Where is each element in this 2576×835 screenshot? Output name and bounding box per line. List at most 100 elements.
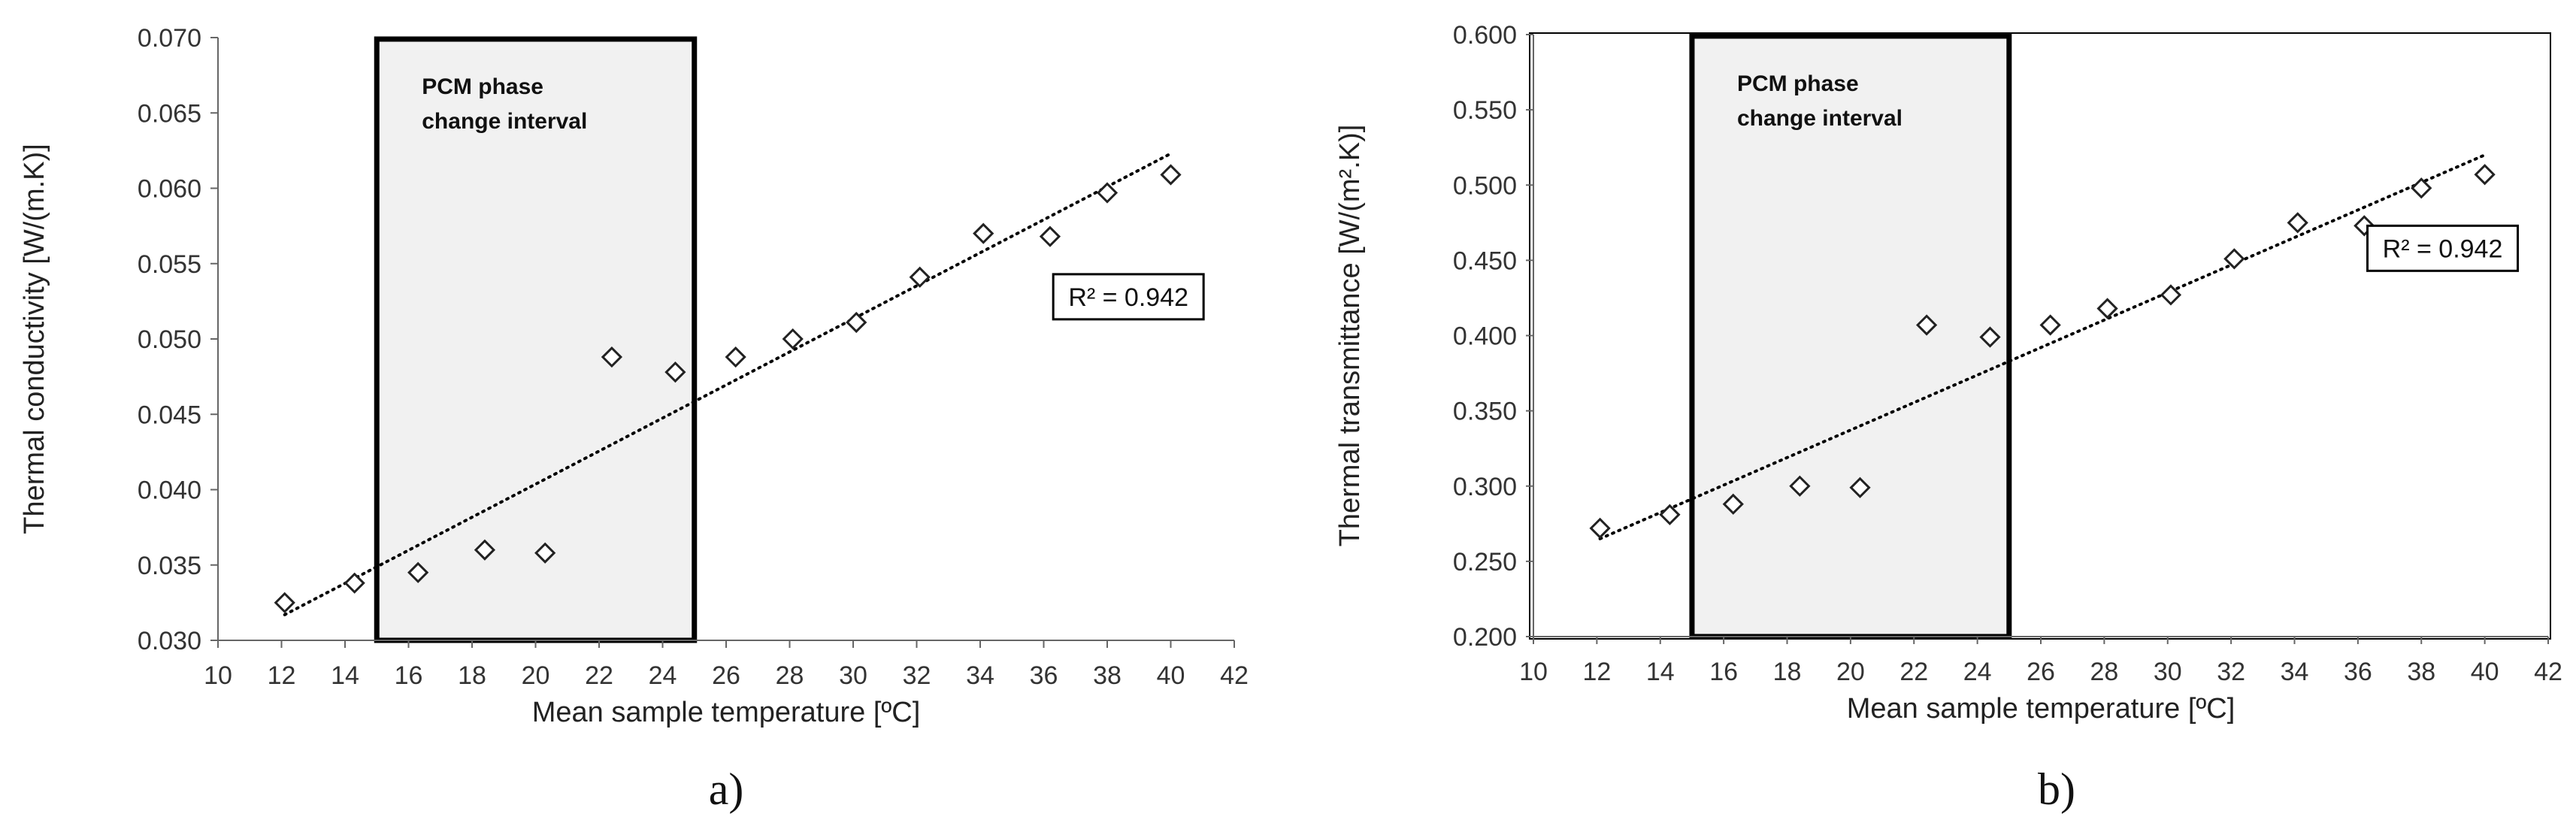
y-tick-label: 0.060 (138, 175, 201, 204)
x-tick-label: 36 (1030, 661, 1058, 690)
x-tick-label: 42 (1220, 661, 1249, 690)
x-tick-label: 20 (1836, 658, 1865, 686)
x-axis-title: Mean sample temperature [ºC] (1847, 693, 2235, 725)
y-tick-label: 0.450 (1453, 247, 1517, 275)
y-tick-label: 0.070 (138, 24, 201, 53)
x-tick-label: 18 (458, 661, 486, 690)
x-tick-label: 30 (839, 661, 867, 690)
x-tick-label: 38 (1093, 661, 1122, 690)
data-point (2474, 164, 2496, 186)
x-tick-label: 34 (966, 661, 994, 690)
x-tick-label: 36 (2344, 658, 2372, 686)
linear-trendline (283, 152, 1173, 616)
data-point (474, 539, 496, 561)
x-tick-label: 20 (522, 661, 550, 690)
y-tick-label: 0.055 (138, 250, 201, 279)
x-tick-label: 24 (1963, 658, 1992, 686)
y-tick-label: 0.040 (138, 476, 201, 505)
data-point (664, 361, 686, 383)
data-point (534, 542, 556, 564)
data-point (846, 311, 867, 334)
data-point (1160, 164, 1182, 186)
data-point (1659, 504, 1681, 525)
r2-label: R² = 0.942 (1068, 283, 1188, 312)
x-tick-label: 42 (2534, 658, 2562, 686)
x-tick-label: 40 (1157, 661, 1185, 690)
data-point (274, 591, 295, 613)
x-axis-title: Mean sample temperature [ºC] (532, 697, 921, 728)
data-point (344, 572, 365, 594)
pcm-box-text-line: PCM phase (422, 74, 543, 99)
data-point (1849, 476, 1871, 498)
data-point (2160, 284, 2182, 306)
x-tick-label: 38 (2407, 658, 2435, 686)
y-tick-label: 0.300 (1453, 473, 1517, 501)
panel-label: a) (709, 764, 744, 814)
x-tick-label: 14 (331, 661, 359, 690)
x-tick-label: 18 (1773, 658, 1802, 686)
y-tick-label: 0.050 (138, 325, 201, 354)
y-tick-label: 0.350 (1453, 398, 1517, 426)
x-tick-label: 12 (1582, 658, 1611, 686)
x-tick-label: 10 (1519, 658, 1548, 686)
x-tick-label: 26 (2027, 658, 2055, 686)
pcm-box-text-line: change interval (422, 109, 587, 134)
data-point (2287, 212, 2308, 234)
y-tick-label: 0.035 (138, 552, 201, 580)
data-point (2223, 248, 2245, 270)
r2-label: R² = 0.942 (2383, 234, 2503, 263)
data-point (973, 222, 994, 244)
y-tick-label: 0.065 (138, 99, 201, 128)
data-point (1916, 314, 1938, 336)
plot-frame (1529, 32, 2551, 640)
x-tick-label: 32 (903, 661, 931, 690)
data-point (2096, 298, 2118, 319)
y-tick-label: 0.600 (1453, 21, 1517, 50)
data-point (601, 346, 623, 368)
data-point (1039, 225, 1061, 247)
x-tick-label: 14 (1646, 658, 1675, 686)
data-point (1722, 493, 1744, 515)
y-tick-label: 0.550 (1453, 96, 1517, 125)
linear-trendline (1598, 153, 2487, 540)
x-tick-label: 16 (1709, 658, 1738, 686)
x-tick-label: 34 (2281, 658, 2309, 686)
data-point (2039, 314, 2061, 336)
y-axis-title: Thermal conductivity [W/(m.K)] (19, 144, 50, 534)
y-tick-label: 0.030 (138, 627, 201, 655)
data-point (909, 266, 931, 288)
panel-b-chart: PCM phase change interval 0.200 0.250 0.300 0… (1334, 21, 2562, 814)
pcm-phase-change-box (1689, 33, 2012, 640)
panel-a-chart: PCM phase change interval 0.030 0.035 0.040 0… (19, 24, 1249, 814)
x-tick-label: 24 (649, 661, 677, 690)
x-tick-label: 22 (585, 661, 613, 690)
x-tick-label: 28 (2090, 658, 2118, 686)
pcm-box-text-line: PCM phase (1737, 71, 1859, 96)
y-tick-label: 0.200 (1453, 623, 1517, 652)
data-point (782, 328, 804, 350)
r2-box (1052, 273, 1205, 321)
x-tick-label: 32 (2217, 658, 2245, 686)
x-tick-label: 16 (395, 661, 423, 690)
y-axis-title: Thermal transmittance [W/(m².K)] (1334, 125, 1366, 547)
panel-label: b) (2038, 764, 2075, 814)
x-tick-label: 26 (712, 661, 740, 690)
r2-box (2366, 224, 2520, 272)
data-point (1589, 517, 1611, 539)
data-point (1096, 182, 1118, 204)
x-tick-label: 22 (1899, 658, 1928, 686)
data-point (407, 561, 429, 583)
y-tick-label: 0.045 (138, 401, 201, 429)
x-tick-label: 30 (2154, 658, 2182, 686)
x-tick-label: 12 (268, 661, 296, 690)
data-point (725, 346, 746, 368)
data-point (1979, 326, 2001, 348)
y-tick-label: 0.250 (1453, 548, 1517, 576)
data-point (1789, 475, 1811, 497)
pcm-box-text-line: change interval (1737, 106, 1902, 131)
x-tick-label: 10 (204, 661, 232, 690)
y-tick-label: 0.500 (1453, 171, 1517, 200)
x-tick-label: 40 (2471, 658, 2499, 686)
x-tick-label: 28 (776, 661, 804, 690)
